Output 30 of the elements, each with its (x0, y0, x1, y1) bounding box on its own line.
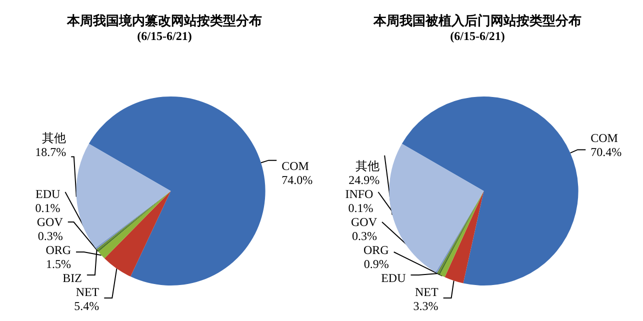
slice-label: BIZ (62, 271, 82, 285)
chart-title: 本周我国境内篡改网站按类型分布 (66, 13, 262, 29)
data-label: 0.1% (348, 201, 374, 215)
data-label: 0.1% (35, 201, 60, 215)
slice-label: 其他 (42, 131, 66, 145)
slice-label: EDU (381, 271, 406, 285)
slice-label: NET (76, 285, 100, 299)
chart-subtitle: (6/15-6/21) (137, 29, 192, 43)
data-label: 0.9% (364, 257, 389, 271)
data-label: 18.7% (35, 145, 66, 159)
slice-label: NET (414, 285, 439, 299)
slice-label: COM (282, 159, 310, 173)
slice-label: GOV (351, 215, 378, 229)
slice-label: ORG (46, 243, 72, 257)
data-label: 5.4% (74, 299, 100, 313)
data-label: 0.3% (352, 229, 378, 243)
chart-subtitle: (6/15-6/21) (450, 29, 505, 43)
data-label: 0.3% (38, 229, 63, 243)
slice-label: 其他 (356, 159, 380, 173)
chart-title: 本周我国被植入后门网站按类型分布 (372, 13, 582, 29)
slice-label: COM (590, 131, 618, 145)
data-label: 24.9% (348, 173, 380, 187)
slice-label: EDU (36, 187, 61, 201)
data-label: 1.5% (46, 257, 72, 271)
slice-label: GOV (36, 215, 64, 229)
data-label: 3.3% (413, 299, 438, 313)
data-label: 70.4% (590, 145, 622, 159)
slice-label: ORG (364, 243, 390, 257)
slice-label: INFO (345, 187, 374, 201)
data-label: 74.0% (282, 173, 313, 187)
